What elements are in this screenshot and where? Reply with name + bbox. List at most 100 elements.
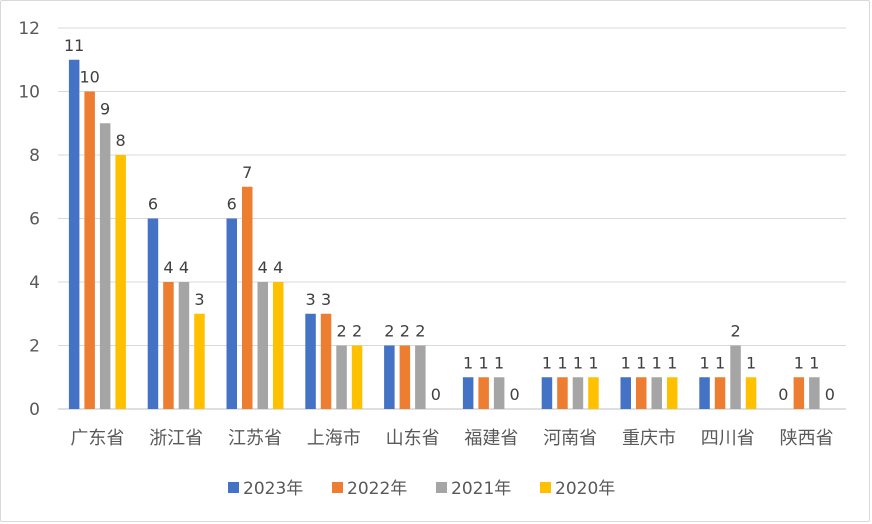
y-tick-label: 8	[29, 146, 40, 166]
y-tick-label: 10	[18, 83, 40, 103]
bar-2023年-四川省	[699, 377, 710, 409]
category-label: 山东省	[386, 428, 440, 449]
x-axis-categories: 广东省 浙江省 江苏省 上海市 山东省 福建省 河南省 重庆市 四川省 陕西省	[70, 428, 833, 449]
category-label: 四川省	[701, 428, 755, 449]
legend-swatch	[540, 482, 551, 493]
category-label: 广东省	[70, 428, 124, 449]
data-label: 0	[825, 385, 835, 404]
data-label: 0	[431, 385, 441, 404]
bar-2020年-广东省	[115, 155, 126, 409]
data-label: 2	[415, 322, 425, 341]
legend-swatch	[332, 482, 343, 493]
data-label: 1	[542, 353, 552, 372]
data-label: 2	[400, 322, 410, 341]
legend: 2023年 2022年 2021年 2020年	[228, 479, 615, 499]
bar-2021年-广东省	[99, 123, 111, 409]
data-label: 1	[699, 353, 709, 372]
data-label: 7	[242, 163, 252, 182]
bar-2022年-福建省	[478, 377, 489, 409]
legend-label: 2021年	[451, 479, 511, 499]
data-label: 1	[573, 353, 583, 372]
bar-2023年-上海市	[305, 313, 316, 409]
legend-label: 2020年	[555, 479, 615, 499]
bar-2021年-重庆市	[651, 377, 662, 409]
data-label: 1	[621, 353, 631, 372]
bar-2022年-上海市	[320, 313, 332, 409]
y-tick-label: 12	[18, 19, 40, 39]
data-label: 8	[116, 131, 126, 150]
y-tick-label: 0	[29, 400, 40, 420]
category-label: 上海市	[307, 428, 361, 449]
data-label: 1	[494, 353, 504, 372]
category-label: 江苏省	[228, 428, 282, 449]
bar-2020年-江苏省	[273, 282, 284, 409]
bar-2023年-山东省	[384, 345, 395, 409]
y-tick-label: 4	[29, 273, 40, 293]
y-tick-label: 2	[29, 337, 40, 357]
bar-2022年-广东省	[84, 91, 95, 409]
data-label: 1	[588, 353, 598, 372]
data-label: 2	[384, 322, 394, 341]
data-label: 4	[273, 258, 283, 277]
bar-2021年-陕西省	[809, 377, 820, 409]
legend-swatch	[436, 482, 447, 493]
data-label: 1	[479, 353, 489, 372]
category-label: 陕西省	[780, 428, 834, 449]
data-label: 1	[715, 353, 725, 372]
data-label: 2	[336, 322, 346, 341]
legend-swatch	[228, 482, 239, 493]
bar-2023年-重庆市	[620, 377, 631, 409]
bar-2021年-浙江省	[178, 282, 190, 409]
data-label: 1	[557, 353, 567, 372]
category-label: 重庆市	[622, 428, 676, 449]
bar-2023年-浙江省	[147, 218, 159, 409]
bar-2023年-江苏省	[226, 218, 237, 409]
data-label: 3	[194, 290, 204, 309]
data-label: 4	[258, 258, 268, 277]
bar-2020年-浙江省	[194, 313, 205, 409]
bar-2020年-重庆市	[667, 377, 678, 409]
bar-2020年-四川省	[745, 377, 757, 409]
bar-2023年-广东省	[68, 59, 80, 409]
data-label: 1	[636, 353, 646, 372]
data-label: 1	[794, 353, 804, 372]
bar-2022年-山东省	[399, 345, 411, 409]
bar-2022年-江苏省	[242, 186, 253, 409]
bar-2022年-四川省	[714, 377, 726, 409]
data-label: 2	[730, 322, 740, 341]
bar-2021年-四川省	[730, 345, 741, 409]
bar-2021年-上海市	[336, 345, 347, 409]
data-label: 1	[746, 353, 756, 372]
data-label: 2	[352, 322, 362, 341]
bar-2022年-河南省	[557, 377, 568, 409]
data-label: 1	[809, 353, 819, 372]
bar-2022年-重庆市	[636, 377, 647, 409]
data-label: 3	[321, 290, 331, 309]
data-label: 6	[148, 195, 158, 214]
bar-2021年-山东省	[415, 345, 426, 409]
data-label: 11	[64, 36, 84, 55]
data-label: 0	[778, 385, 788, 404]
bar-2020年-河南省	[588, 377, 599, 409]
y-axis-ticks: 0 2 4 6 8 10 12	[18, 19, 40, 420]
bar-2022年-浙江省	[163, 282, 174, 409]
y-tick-label: 6	[29, 210, 40, 230]
bar-2023年-福建省	[462, 377, 474, 409]
bars	[68, 59, 820, 409]
data-label: 6	[227, 195, 237, 214]
data-label: 1	[652, 353, 662, 372]
data-label: 4	[163, 258, 173, 277]
bar-2023年-河南省	[541, 377, 553, 409]
legend-label: 2022年	[347, 479, 407, 499]
data-label: 4	[179, 258, 189, 277]
category-label: 浙江省	[149, 428, 203, 449]
category-label: 河南省	[543, 428, 597, 449]
data-label: 0	[510, 385, 520, 404]
legend-label: 2023年	[243, 479, 303, 499]
bar-2021年-福建省	[493, 377, 505, 409]
data-label: 3	[305, 290, 315, 309]
